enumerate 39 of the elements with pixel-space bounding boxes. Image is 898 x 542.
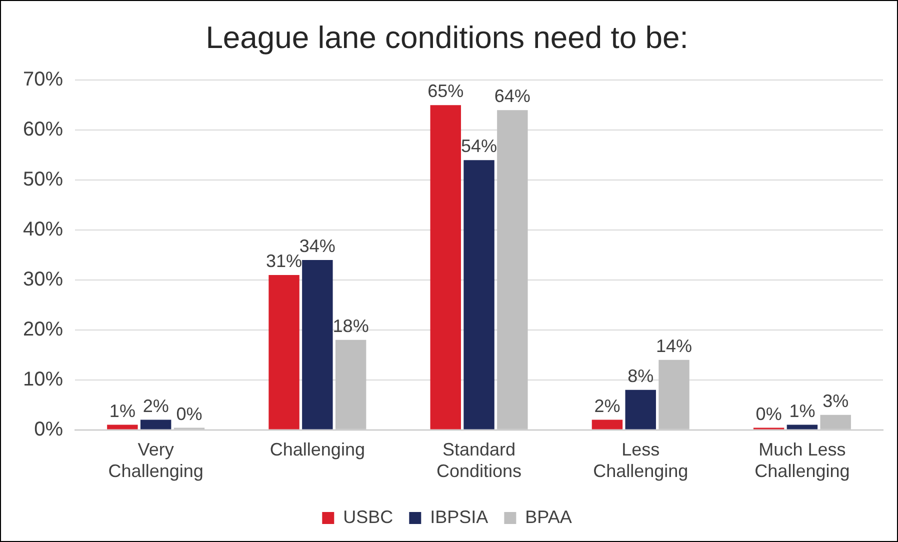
bar (302, 260, 333, 430)
data-label: 0% (756, 404, 782, 424)
data-label: 2% (142, 396, 169, 416)
bar (464, 160, 494, 430)
data-label: 54% (461, 136, 498, 156)
data-label: 18% (332, 316, 369, 336)
data-label: 0% (176, 404, 202, 424)
data-label: 8% (628, 366, 654, 386)
legend-label: IBPSIA (430, 506, 488, 527)
y-tick-label: 40% (23, 218, 64, 241)
bar (268, 274, 300, 430)
data-label: 14% (656, 336, 692, 356)
x-tick-label: Very Challenging (108, 440, 204, 482)
legend-label: USBC (343, 506, 394, 527)
bar (107, 424, 138, 430)
bar (786, 424, 818, 430)
data-label: 64% (494, 86, 530, 106)
y-tick-label: 60% (23, 118, 64, 141)
data-label: 1% (789, 400, 816, 421)
chart-title: League lane conditions need to be: (206, 20, 688, 56)
bar (625, 390, 656, 430)
y-tick-label: 50% (23, 168, 64, 191)
data-label: 1% (109, 400, 136, 421)
y-tick-label: 20% (23, 318, 64, 340)
x-tick-label: Standard Conditions (436, 440, 522, 482)
bar (430, 105, 461, 430)
x-tick-label: Much Less Challenging (754, 440, 850, 482)
x-tick-label: Challenging (270, 440, 365, 460)
y-tick-label: 10% (23, 368, 64, 390)
y-tick-label: 30% (23, 268, 64, 290)
data-label: 65% (428, 81, 464, 102)
data-label: 2% (594, 396, 620, 416)
data-label: 3% (822, 390, 849, 411)
bar (140, 420, 172, 430)
legend-label: BPAA (525, 506, 572, 527)
y-tick-label: 70% (23, 68, 64, 91)
y-tick-label: 0% (34, 418, 64, 440)
bar (592, 420, 623, 430)
x-tick-label: Less Challenging (593, 440, 688, 482)
